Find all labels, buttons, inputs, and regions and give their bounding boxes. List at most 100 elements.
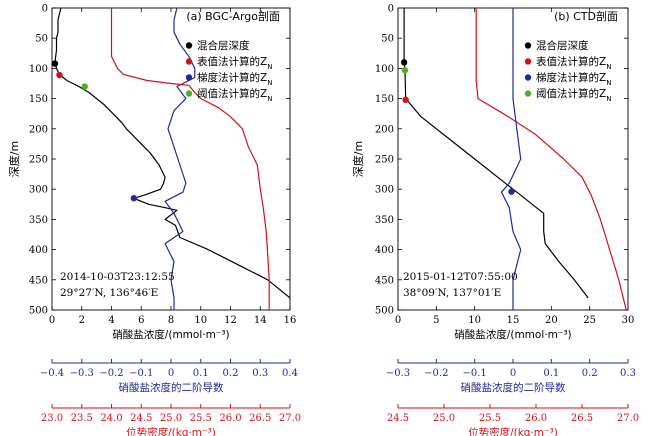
- x-tick-label: 6: [138, 315, 144, 326]
- derivative-tick-label: −0.4: [40, 368, 64, 379]
- legend-marker: [185, 74, 193, 81]
- density-tick-label: 27.0: [279, 413, 301, 424]
- y-tick-label: 500: [375, 306, 394, 317]
- derivative-tick-label: −0.1: [129, 368, 153, 379]
- x-axis-label-nitrate: 硝酸盐浓度/(mmol·m⁻³): [112, 328, 229, 341]
- x-tick-label: 12: [224, 315, 237, 326]
- y-tick-label: 500: [29, 306, 48, 317]
- y-tick-label: 300: [375, 185, 394, 196]
- legend-label: 阈值法计算的ZN: [536, 87, 611, 103]
- x-tick-label: 10: [194, 315, 207, 326]
- y-tick-label: 100: [29, 64, 48, 75]
- x-tick-label: 2: [79, 315, 85, 326]
- legend-marker: [185, 90, 193, 97]
- density-tick-label: 27.0: [617, 413, 639, 424]
- legend-marker: [524, 90, 532, 97]
- density-tick-label: 26.5: [249, 413, 271, 424]
- y-tick-label: 250: [375, 155, 394, 166]
- depth-marker: [81, 83, 88, 90]
- station-position: 38°09′N, 137°01′E: [403, 287, 501, 299]
- station-time: 2014-10-03T23:12:55: [60, 271, 175, 283]
- derivative-tick-label: −0.1: [463, 368, 487, 379]
- derivative-tick-label: 0.3: [252, 368, 268, 379]
- legend-label: 表值法计算的ZN: [536, 55, 611, 71]
- y-tick-label: 0: [388, 4, 394, 15]
- x-tick-label: 8: [168, 315, 174, 326]
- legend-subscript: N: [606, 63, 611, 71]
- depth-marker: [508, 188, 515, 195]
- legend-marker: [185, 58, 193, 65]
- x-tick-label: 30: [622, 315, 635, 326]
- depth-marker: [51, 60, 59, 67]
- legend-subscript: N: [267, 95, 272, 103]
- legend-label: 混合层深度: [536, 39, 589, 52]
- legend-subscript: N: [606, 79, 611, 87]
- plot-area: [54, 8, 290, 310]
- legend-label: 混合层深度: [197, 39, 250, 52]
- derivative-tick-label: 0: [168, 368, 174, 379]
- depth-marker: [56, 71, 63, 79]
- y-tick-label: 0: [42, 4, 48, 15]
- y-tick-label: 150: [375, 94, 394, 105]
- density-tick-label: 25.5: [479, 413, 501, 424]
- plot-area: [403, 8, 627, 310]
- x-axis-label-nitrate: 硝酸盐浓度/(mmol·m⁻³): [454, 328, 571, 341]
- derivative-tick-label: 0: [510, 368, 516, 379]
- legend-marker: [185, 42, 193, 49]
- density-tick-label: 25.0: [160, 413, 182, 424]
- legend-marker: [524, 42, 532, 49]
- legend-subscript: N: [267, 63, 272, 71]
- density-axis-label: 位势密度/(kg·m⁻³): [468, 426, 558, 436]
- series-line-derivative: [164, 8, 196, 310]
- series-line-nitrate: [403, 8, 589, 299]
- series-line-derivative: [500, 8, 522, 310]
- series-line-density: [110, 8, 270, 310]
- derivative-tick-label: 0.2: [223, 368, 239, 379]
- legend-label: 阈值法计算的ZN: [197, 87, 272, 103]
- x-tick-label: 0: [49, 315, 55, 326]
- series-line-density: [475, 8, 627, 310]
- x-tick-label: 16: [284, 315, 297, 326]
- y-axis-label: 深度/m: [7, 141, 21, 177]
- legend-label: 表值法计算的ZN: [197, 55, 272, 71]
- density-tick-label: 24.5: [130, 413, 152, 424]
- density-tick-label: 23.0: [41, 413, 63, 424]
- density-tick-label: 24.0: [100, 413, 122, 424]
- x-tick-label: 20: [545, 315, 558, 326]
- legend-subscript: N: [606, 95, 611, 103]
- derivative-tick-label: 0.1: [193, 368, 209, 379]
- derivative-tick-label: −0.2: [99, 368, 123, 379]
- derivative-axis-label: 硝酸盐浓度的二阶导数: [119, 381, 224, 394]
- y-tick-label: 100: [375, 64, 394, 75]
- derivative-tick-label: 0.4: [282, 368, 298, 379]
- x-tick-label: 10: [468, 315, 481, 326]
- station-position: 29°27′N, 136°46′E: [60, 287, 158, 299]
- density-axis-label: 位势密度/(kg·m⁻³): [126, 426, 216, 436]
- derivative-tick-label: 0.1: [543, 368, 559, 379]
- derivative-tick-label: −0.2: [424, 368, 448, 379]
- legend-marker: [524, 74, 532, 81]
- legend-label: 梯度法计算的ZN: [536, 71, 611, 87]
- y-tick-label: 450: [375, 275, 394, 286]
- derivative-tick-label: −0.3: [386, 368, 410, 379]
- density-tick-label: 23.5: [71, 413, 93, 424]
- density-tick-label: 26.0: [525, 413, 547, 424]
- depth-marker: [401, 67, 409, 74]
- x-tick-label: 0: [395, 315, 401, 326]
- y-tick-label: 350: [375, 215, 394, 226]
- x-tick-label: 25: [583, 315, 596, 326]
- y-tick-label: 350: [29, 215, 48, 226]
- series-line-nitrate: [54, 8, 290, 299]
- panel-label: (b) CTD剖面: [554, 9, 618, 23]
- y-tick-label: 300: [29, 185, 48, 196]
- derivative-tick-label: −0.3: [70, 368, 94, 379]
- legend-subscript: N: [267, 79, 272, 87]
- y-tick-label: 200: [375, 124, 394, 135]
- legend-marker: [524, 58, 532, 65]
- y-tick-label: 400: [29, 245, 48, 256]
- density-tick-label: 26.0: [219, 413, 241, 424]
- y-tick-label: 400: [375, 245, 394, 256]
- y-tick-label: 50: [381, 34, 394, 45]
